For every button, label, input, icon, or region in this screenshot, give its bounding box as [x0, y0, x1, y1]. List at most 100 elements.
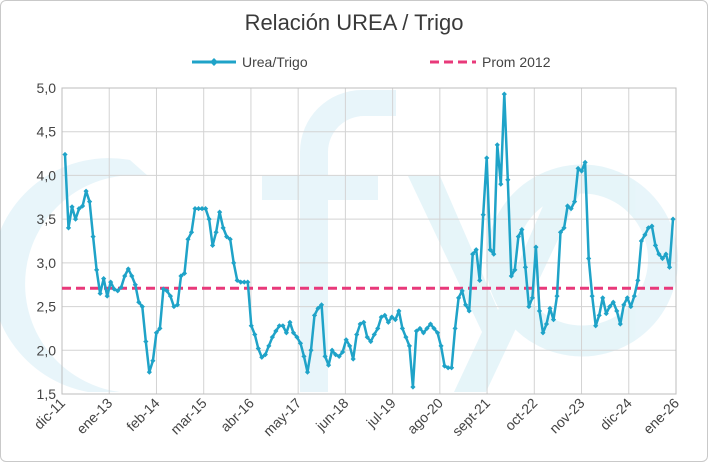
x-tick-label: mar-15	[167, 395, 210, 438]
data-point	[575, 165, 581, 172]
data-point	[533, 244, 539, 250]
data-point	[146, 369, 152, 375]
data-point	[593, 323, 599, 329]
data-point	[417, 325, 423, 332]
data-point	[617, 321, 623, 327]
data-point	[276, 323, 282, 329]
data-point	[238, 279, 244, 285]
data-point	[294, 334, 300, 340]
data-point	[255, 345, 261, 352]
data-point	[104, 293, 110, 299]
data-point	[185, 236, 191, 242]
data-point	[420, 330, 427, 336]
data-point	[470, 251, 476, 257]
data-point	[266, 343, 272, 349]
x-tick-label: sept-21	[449, 395, 493, 439]
data-point	[564, 203, 571, 209]
data-point	[122, 273, 128, 279]
data-point	[364, 334, 370, 340]
data-point	[642, 232, 648, 238]
data-point	[554, 293, 560, 299]
data-point	[322, 353, 328, 360]
legend-prom-2012-label: Prom 2012	[482, 54, 551, 70]
data-point	[361, 319, 367, 325]
data-point	[498, 181, 504, 187]
data-point	[438, 343, 444, 349]
data-point	[441, 363, 448, 369]
data-point	[125, 266, 131, 272]
data-point	[210, 242, 216, 248]
data-point	[663, 251, 669, 257]
data-point	[413, 328, 420, 334]
y-tick-label: 4,5	[37, 124, 57, 140]
data-point	[234, 277, 240, 283]
data-point	[304, 369, 311, 375]
data-point	[526, 303, 532, 310]
data-point	[550, 317, 557, 323]
data-point	[273, 328, 279, 334]
data-point	[484, 155, 490, 161]
data-point	[224, 234, 230, 240]
data-point	[318, 302, 325, 308]
data-point	[540, 330, 546, 336]
data-point	[87, 199, 93, 205]
data-point	[396, 308, 402, 314]
data-point	[62, 151, 68, 158]
data-point	[631, 293, 637, 299]
data-point	[452, 325, 458, 332]
data-point	[65, 225, 72, 231]
data-point	[343, 337, 349, 343]
data-point	[480, 212, 486, 218]
data-point	[220, 225, 226, 231]
data-point	[259, 354, 265, 360]
x-tick-label: oct-22	[502, 395, 541, 434]
data-point	[456, 295, 462, 301]
data-point	[97, 290, 103, 297]
data-point	[477, 277, 483, 283]
data-point	[290, 330, 297, 336]
data-point	[308, 347, 314, 353]
data-point	[473, 247, 479, 253]
chart-title: Relación UREA / Trigo	[244, 10, 464, 35]
x-tick-label: ago-20	[404, 395, 446, 437]
watermark-letter-y	[408, 176, 588, 392]
data-point	[350, 356, 356, 362]
data-point	[90, 234, 96, 240]
data-point	[586, 255, 592, 262]
data-point	[649, 223, 655, 229]
data-point	[202, 206, 209, 212]
data-point	[410, 384, 416, 390]
data-point	[153, 330, 159, 336]
data-point	[231, 260, 237, 266]
data-point	[508, 273, 514, 279]
data-point	[659, 255, 666, 262]
data-point	[252, 331, 258, 338]
data-point	[557, 229, 564, 235]
data-point	[635, 277, 641, 283]
data-point	[501, 91, 507, 97]
y-tick-label: 2,0	[37, 342, 57, 358]
data-point	[487, 247, 493, 253]
data-point	[213, 229, 219, 235]
data-point	[69, 204, 75, 210]
data-point	[340, 349, 346, 355]
data-point	[129, 273, 135, 279]
x-tick-label: nov-23	[546, 395, 588, 437]
data-point	[596, 312, 602, 318]
data-point	[589, 293, 595, 299]
x-tick-label: ene-13	[73, 395, 115, 437]
data-point	[171, 303, 177, 310]
data-point	[83, 188, 89, 194]
data-point	[607, 303, 613, 310]
y-tick-label: 2,5	[37, 299, 57, 315]
x-tick-label: jun-18	[312, 395, 352, 435]
fyo-watermark	[0, 90, 678, 392]
data-point	[431, 325, 437, 332]
data-point	[354, 331, 360, 338]
data-point	[188, 229, 195, 235]
data-point	[579, 168, 585, 174]
data-point	[195, 206, 202, 212]
data-point	[297, 340, 304, 346]
